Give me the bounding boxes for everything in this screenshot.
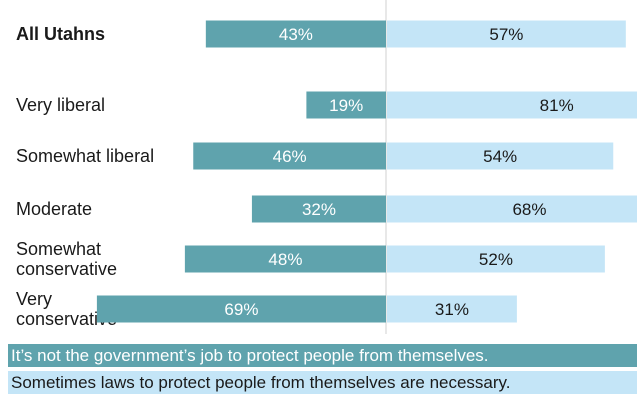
data-label-right-moderate: 68%: [512, 200, 546, 219]
data-label-right-somewhat-conservative: 52%: [479, 250, 513, 269]
bar-left-all-utahns: [205, 20, 386, 48]
data-label-left-very-liberal: 19%: [329, 96, 363, 115]
data-label-left-somewhat-conservative: 48%: [268, 250, 302, 269]
data-label-right-very-liberal: 81%: [540, 96, 574, 115]
data-label-left-very-conservative: 69%: [224, 300, 258, 319]
data-label-left-all-utahns: 43%: [279, 25, 313, 44]
bar-left-very-conservative: [96, 295, 386, 323]
bar-right-somewhat-conservative: [387, 245, 605, 273]
bar-right-very-conservative: [387, 295, 517, 323]
data-label-right-very-conservative: 31%: [435, 300, 469, 319]
bar-left-very-liberal: [306, 91, 386, 119]
data-label-right-all-utahns: 57%: [489, 25, 523, 44]
bar-left-moderate: [251, 195, 386, 223]
bar-left-somewhat-liberal: [193, 142, 386, 170]
legend-item-not-government-job: It’s not the government’s job to protect…: [8, 344, 637, 367]
diverging-bar-chart: All Utahns 43% 57% Very liberal 19% 81% Somewh…: [16, 0, 637, 334]
category-label-somewhat-conservative: Somewhat conservative: [16, 239, 117, 279]
data-label-left-somewhat-liberal: 46%: [273, 147, 307, 166]
category-label-all-utahns: All Utahns: [16, 24, 105, 44]
category-label-very-liberal: Very liberal: [16, 95, 105, 115]
data-label-right-somewhat-liberal: 54%: [483, 147, 517, 166]
bar-right-very-liberal: [387, 91, 637, 119]
category-label-moderate: Moderate: [16, 199, 92, 219]
data-label-left-moderate: 32%: [302, 200, 336, 219]
category-label-somewhat-liberal: Somewhat liberal: [16, 146, 154, 166]
legend-item-laws-necessary: Sometimes laws to protect people from th…: [8, 371, 637, 394]
bar-right-moderate: [387, 195, 637, 223]
bar-right-all-utahns: [387, 20, 626, 48]
bar-right-somewhat-liberal: [387, 142, 614, 170]
bar-left-somewhat-conservative: [184, 245, 386, 273]
category-label-very-conservative: Very conservative: [16, 289, 117, 329]
